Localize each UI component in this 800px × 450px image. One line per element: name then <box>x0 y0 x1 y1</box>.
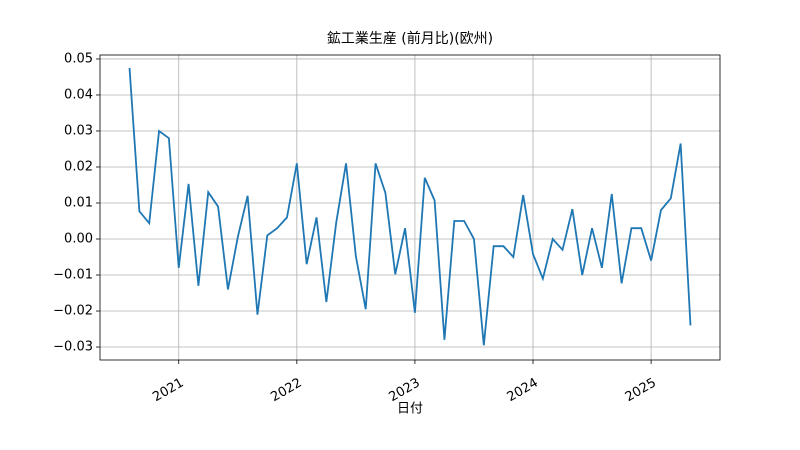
plot-frame <box>99 54 721 361</box>
x-tick-label: 2024 <box>505 376 541 406</box>
y-tick-label: 0.05 <box>64 51 93 66</box>
y-tick-label: 0.02 <box>64 159 93 174</box>
y-tick-label: 0.00 <box>64 232 93 247</box>
y-tick-label: −0.01 <box>53 268 93 283</box>
x-tick-label: 2025 <box>623 376 659 406</box>
x-tick-label: 2021 <box>150 376 186 406</box>
x-axis-label: 日付 <box>397 402 423 417</box>
data-line <box>128 67 692 346</box>
y-tick-label: 0.01 <box>64 195 93 210</box>
y-tick-label: −0.02 <box>53 304 93 319</box>
y-tick-label: −0.03 <box>53 340 93 355</box>
x-tick-label: 2022 <box>268 376 304 406</box>
chart-title: 鉱工業生産 (前月比)(欧州) <box>327 30 493 47</box>
y-tick-label: 0.04 <box>64 87 93 102</box>
y-tick-label: 0.03 <box>64 123 93 138</box>
